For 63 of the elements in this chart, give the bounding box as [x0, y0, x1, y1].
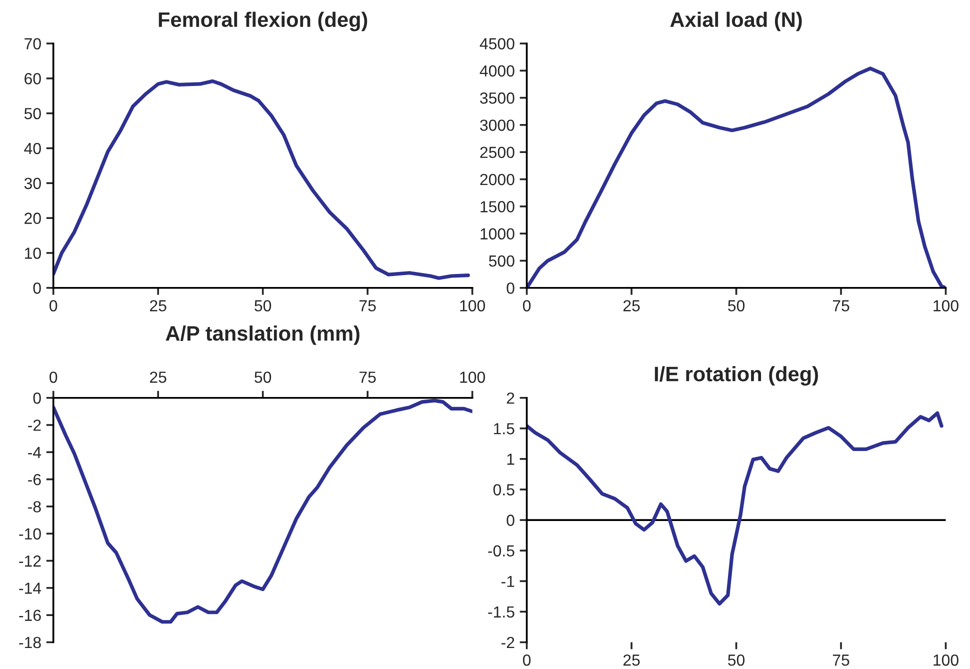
y-tick-label: -8	[28, 501, 41, 512]
x-tick-label: 0	[50, 372, 58, 383]
chart-title: Femoral flexion (deg)	[158, 12, 368, 32]
y-tick-label: 2	[506, 392, 514, 404]
chart-title: Axial load (N)	[670, 12, 802, 32]
x-tick-label: 25	[150, 300, 166, 312]
chart-title: I/E rotation (deg)	[654, 366, 818, 386]
x-tick-label: 75	[832, 300, 850, 312]
x-tick-label: 50	[254, 300, 272, 312]
x-tick-label: 25	[150, 372, 166, 383]
y-tick-label: 50	[24, 108, 41, 120]
line-series	[53, 79, 470, 280]
x-tick-label: 25	[623, 654, 640, 666]
y-tick-label: 500	[488, 255, 514, 267]
y-tick-label: 4500	[480, 38, 514, 50]
y-tick-label: 40	[24, 142, 41, 154]
y-tick-label: 2500	[480, 146, 514, 158]
y-tick-label: 0	[506, 282, 514, 294]
y-tick-label: -16	[19, 610, 41, 622]
y-tick-label: 70	[24, 38, 41, 50]
y-tick-label: 1	[507, 454, 514, 465]
x-tick-label: 100	[934, 300, 958, 312]
x-tick-label: 25	[623, 300, 640, 312]
y-tick-label: -10	[19, 528, 41, 540]
y-tick-label: 0	[33, 392, 41, 404]
y-tick-label: 3000	[480, 120, 514, 131]
y-tick-label: 3500	[480, 92, 514, 104]
y-tick-label: -18	[19, 636, 41, 648]
x-tick-label: 75	[360, 300, 376, 312]
y-tick-label: -12	[19, 555, 41, 567]
y-tick-label: 0.5	[493, 484, 514, 496]
x-tick-label: 75	[832, 654, 850, 666]
line-series	[526, 411, 944, 606]
y-tick-label: 30	[24, 178, 41, 190]
y-tick-label: -14	[19, 582, 42, 594]
x-tick-label: 50	[254, 372, 272, 383]
x-tick-label: 50	[728, 300, 745, 312]
y-tick-label: 1500	[480, 201, 514, 212]
x-tick-label: 0	[522, 654, 531, 666]
y-tick-label: 10	[25, 248, 41, 259]
y-tick-label: -0.5	[488, 545, 514, 557]
y-tick-label: 20	[24, 212, 41, 224]
y-tick-label: 0	[33, 282, 41, 294]
y-tick-label: 60	[24, 73, 41, 84]
y-tick-label: -2	[28, 420, 41, 431]
x-tick-label: 50	[728, 654, 745, 666]
y-tick-label: 1.5	[494, 423, 514, 434]
chart-title: A/P tanslation (mm)	[166, 326, 360, 345]
x-tick-label: 100	[460, 372, 486, 383]
x-tick-label: 0	[50, 300, 58, 312]
y-tick-label: 2000	[480, 174, 514, 186]
x-tick-label: 75	[360, 372, 376, 383]
y-tick-label: -2	[501, 636, 514, 648]
y-tick-label: -6	[28, 474, 41, 486]
x-tick-label: 100	[934, 654, 958, 666]
y-tick-label: -1.5	[488, 606, 514, 618]
y-tick-label: 0	[506, 514, 514, 526]
y-tick-label: -4	[28, 446, 42, 458]
y-tick-label: -1	[501, 576, 514, 587]
y-tick-label: 1000	[480, 228, 514, 240]
y-tick-label: 4000	[480, 65, 514, 77]
x-tick-label: 100	[460, 300, 486, 312]
x-tick-label: 0	[522, 300, 531, 312]
